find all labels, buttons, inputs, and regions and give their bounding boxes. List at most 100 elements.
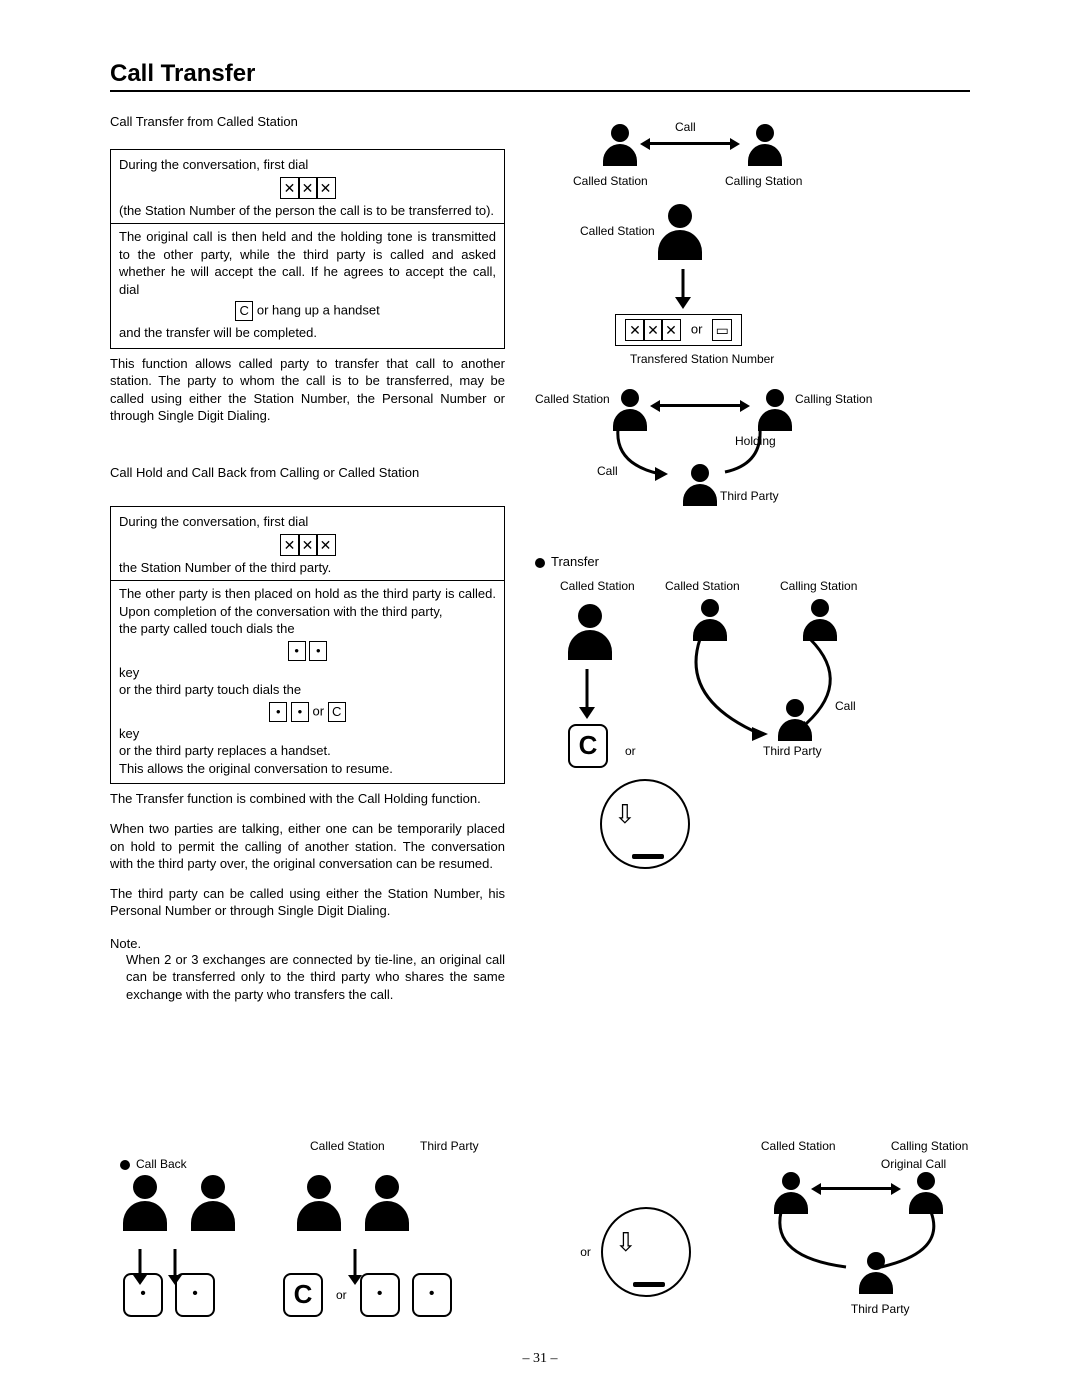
s1-hang: or hang up a handset [253, 303, 380, 318]
callback-diagram: Call Back Called Station Third Party • •… [120, 1157, 520, 1317]
s1-line3: The original call is then held and the h… [119, 228, 496, 298]
left-column: Call Transfer from Called Station During… [110, 114, 505, 1003]
transferred-station-label: Transfered Station Number [630, 352, 774, 366]
curve-arrows-icon [771, 1207, 951, 1277]
or-hand-group: or ⇩ [580, 1187, 691, 1317]
key-x: ✕ [316, 177, 336, 199]
key-c: C [328, 702, 346, 722]
callback-label: Call Back [136, 1157, 187, 1171]
page-number: – 31 – [0, 1351, 1080, 1367]
keypad-dot: • [412, 1273, 452, 1317]
called-station-label: Called Station [560, 579, 635, 593]
s1-line1: During the conversation, first dial [119, 156, 496, 174]
person-icon [565, 604, 615, 664]
section1-box: During the conversation, first dial ✕✕✕ … [110, 149, 505, 349]
person-icon [634, 797, 668, 837]
key-dot: • [288, 641, 306, 661]
s2-para2: When two parties are talking, either one… [110, 820, 505, 873]
right-column: Call Called Station Calling Station Call… [535, 114, 970, 1003]
key-x: ✕ [625, 319, 645, 341]
calling-station-label: Calling Station [725, 174, 802, 188]
called-station-label: Called Station [580, 224, 655, 238]
bullet-icon [120, 1160, 130, 1170]
section1-heading: Call Transfer from Called Station [110, 114, 505, 129]
calling-station-label: Calling Station [891, 1139, 968, 1153]
bottom-diagrams: Call Back Called Station Third Party • •… [120, 1157, 970, 1317]
s2-line6: or the third party touch dials the [119, 681, 496, 699]
person-icon [362, 1175, 412, 1235]
keypad-c: C [568, 724, 608, 768]
key-x: ✕ [280, 177, 300, 199]
keypad-c: C [283, 1273, 323, 1317]
s1-line2: (the Station Number of the person the ca… [119, 202, 496, 220]
note-label: Note. [110, 936, 505, 951]
called-station-label: Called Station [665, 579, 740, 593]
third-party-label: Third Party [420, 1139, 479, 1153]
original-call-diagram: Called Station Calling Station Original … [751, 1157, 970, 1317]
key-x: ✕ [298, 177, 318, 199]
key-x: ✕ [316, 534, 336, 556]
s2-line3: The other party is then placed on hold a… [119, 585, 496, 620]
s2-dotdot-c: • • or C [119, 702, 496, 722]
page-title: Call Transfer [110, 60, 970, 92]
s2-para1: The Transfer function is combined with t… [110, 790, 505, 808]
person-icon [675, 464, 725, 524]
note-body: When 2 or 3 exchanges are connected by t… [126, 951, 505, 1004]
s1-xxx: ✕✕✕ [119, 177, 496, 199]
arrow-down-icon [673, 269, 693, 309]
arrow-icon [130, 1247, 190, 1287]
or-label: or [580, 1245, 591, 1259]
transfer-keys-row: ✕✕✕ or ▭ [615, 314, 742, 346]
s2-line5: key [119, 664, 496, 682]
section2-heading: Call Hold and Call Back from Calling or … [110, 465, 505, 480]
s1-para1: This function allows called party to tra… [110, 355, 505, 425]
call-label: Call [675, 120, 696, 134]
s2-line9: or the third party replaces a handset. [119, 742, 496, 760]
key-x: ✕ [298, 534, 318, 556]
arrow-icon [345, 1247, 405, 1287]
curve-arrow-icon [720, 424, 770, 479]
curve-arrow-icon [610, 424, 680, 484]
calling-station-label: Calling Station [780, 579, 857, 593]
person-icon [120, 1175, 170, 1235]
arrow-dbl [660, 404, 740, 407]
handset-replace-icon: ⇩ [600, 779, 690, 869]
hand-down-icon: ⇩ [614, 799, 636, 830]
s2-line10: This allows the original conversation to… [119, 760, 496, 778]
section2-box: During the conversation, first dial ✕✕✕ … [110, 506, 505, 784]
third-party-label: Third Party [851, 1302, 910, 1316]
calling-station-label: Calling Station [795, 392, 872, 406]
third-party-label: Third Party [720, 489, 779, 503]
person-icon [294, 1175, 344, 1235]
key-c: C [235, 301, 253, 321]
key-rect: ▭ [712, 319, 732, 341]
key-dot: • [269, 702, 287, 722]
or-text: or [309, 703, 328, 718]
call-arrow [650, 142, 730, 145]
hand-down-icon: ⇩ [615, 1227, 637, 1258]
s2-xxx: ✕✕✕ [119, 534, 496, 556]
s2-para3: The third party can be called using eith… [110, 885, 505, 920]
diagram-transfer-flow: Call Called Station Calling Station Call… [535, 114, 970, 614]
or-label: or [625, 744, 636, 758]
person-icon [635, 1225, 669, 1265]
person-icon [655, 204, 705, 264]
arrow-icon [577, 669, 597, 719]
diagram-transfer-c: Called Station Called Station Calling St… [535, 579, 970, 899]
key-x: ✕ [280, 534, 300, 556]
arrow-dbl [821, 1187, 891, 1190]
or-label: or [336, 1288, 347, 1302]
s2-line4: the party called touch dials the [119, 620, 496, 638]
s1-c-row: C or hang up a handset [119, 301, 496, 321]
called-station-label: Called Station [573, 174, 648, 188]
key-dot: • [291, 702, 309, 722]
s2-dotdot: • • [119, 641, 496, 661]
key-x: ✕ [643, 319, 663, 341]
handset-replace-icon: ⇩ [601, 1207, 691, 1297]
s2-line8: key [119, 725, 496, 743]
person-icon [188, 1175, 238, 1235]
s1-line5: and the transfer will be completed. [119, 324, 496, 342]
original-call-label: Original Call [881, 1157, 946, 1171]
called-station-label: Called Station [761, 1139, 836, 1153]
called-station-label: Called Station [310, 1139, 385, 1153]
